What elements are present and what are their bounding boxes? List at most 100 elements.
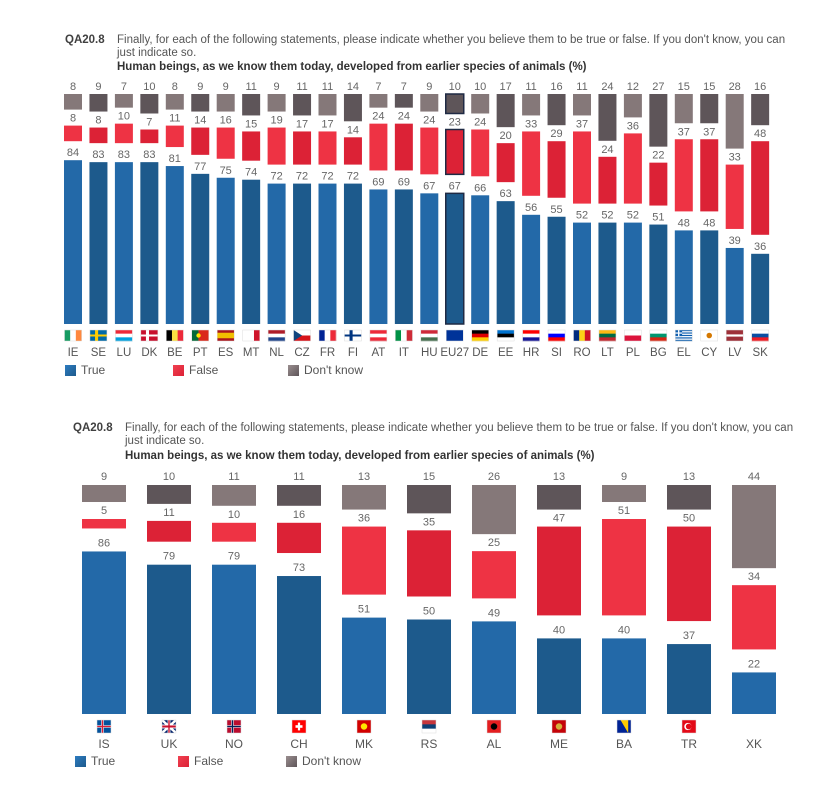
- data-label-false: 33: [729, 152, 741, 164]
- category-label: IT: [399, 347, 409, 359]
- data-label-dontknow: 8: [172, 81, 178, 93]
- bar-dontknow: [242, 94, 261, 116]
- data-label-dontknow: 11: [293, 471, 304, 483]
- bar-dontknow: [472, 485, 516, 535]
- data-label-dontknow: 8: [70, 81, 76, 93]
- data-label-true: 67: [449, 180, 461, 192]
- chart-title: Human beings, as we know them today, dev…: [125, 450, 595, 462]
- category-label: MK: [355, 737, 373, 751]
- bar-group-el: 48 37 15 EL: [674, 81, 693, 359]
- data-label-false: 29: [550, 128, 562, 140]
- bar-group-eu27: 67 23 10 EU27: [440, 81, 469, 359]
- bar-false: [496, 143, 515, 183]
- data-label-dontknow: 7: [121, 81, 127, 93]
- data-label-dontknow: 28: [729, 81, 741, 93]
- bar-true: [420, 193, 439, 324]
- bar-group-lt: 52 24 24 LT: [598, 81, 617, 359]
- bar-false: [537, 526, 581, 616]
- legend-true-swatch: [65, 364, 76, 376]
- bosnia-flag-icon: [616, 719, 632, 734]
- data-label-dontknow: 13: [683, 471, 695, 483]
- bar-true: [212, 564, 256, 714]
- bar-false: [64, 125, 82, 142]
- legend-true: True: [75, 754, 115, 768]
- category-label: SK: [752, 347, 768, 359]
- bar-dontknow: [537, 485, 581, 510]
- category-label: EU27: [440, 347, 469, 359]
- data-label-dontknow: 13: [358, 471, 370, 483]
- bar-false: [420, 127, 439, 175]
- bar-dontknow: [147, 485, 191, 504]
- data-label-false: 16: [293, 509, 305, 521]
- category-label: BE: [167, 347, 183, 359]
- bar-dontknow: [165, 94, 184, 110]
- legend-true-label: True: [81, 363, 106, 377]
- bar-dontknow: [547, 94, 566, 126]
- belgium-flag-icon: [166, 329, 184, 342]
- bar-group-me: 40 47 13 ME: [537, 471, 581, 751]
- data-label-true: 22: [748, 658, 760, 670]
- bar-true: [573, 222, 591, 324]
- bar-true: [751, 253, 770, 324]
- bar-false: [293, 131, 312, 165]
- category-label: HU: [421, 347, 438, 359]
- turkey-flag-icon: [681, 719, 697, 734]
- bar-false: [216, 127, 235, 159]
- data-label-false: 37: [576, 118, 588, 130]
- bar-true: [277, 576, 321, 714]
- data-label-true: 72: [270, 171, 282, 183]
- bar-false: [267, 127, 286, 165]
- bar-group-nl: 72 19 9 NL: [267, 81, 286, 359]
- denmark-flag-icon: [140, 329, 159, 342]
- data-label-false: 36: [627, 120, 639, 132]
- bar-true: [700, 230, 719, 324]
- bar-true: [82, 551, 126, 714]
- data-label-true: 74: [245, 167, 257, 179]
- bar-false: [89, 127, 108, 144]
- data-label-true: 51: [358, 604, 370, 616]
- bar-group-ch: 73 16 11 CH: [277, 471, 321, 751]
- bar-group-tr: 37 50 13 TR: [667, 471, 711, 751]
- data-label-dontknow: 16: [754, 81, 766, 93]
- bar-false: [667, 526, 711, 622]
- poland-flag-icon: [624, 329, 642, 342]
- ireland-flag-icon: [64, 329, 82, 342]
- category-label: PT: [193, 347, 208, 359]
- data-label-true: 83: [118, 149, 130, 161]
- data-label-false: 8: [95, 115, 101, 127]
- bar-true: [407, 619, 451, 714]
- bulgaria-flag-icon: [649, 329, 668, 342]
- data-label-true: 86: [98, 537, 110, 549]
- data-label-true: 72: [347, 171, 359, 183]
- bar-group-dk: 83 7 10 DK: [140, 81, 159, 359]
- category-label: FI: [348, 347, 358, 359]
- legend-false: False: [173, 363, 218, 377]
- data-label-false: 15: [245, 118, 257, 130]
- bar-false: [277, 522, 321, 554]
- data-label-dontknow: 10: [474, 81, 486, 93]
- bar-dontknow: [293, 94, 312, 116]
- category-label: LV: [728, 347, 742, 359]
- slovakia-flag-icon: [751, 329, 769, 342]
- bar-false: [445, 128, 465, 176]
- data-label-dontknow: 9: [101, 471, 107, 483]
- data-label-false: 35: [423, 516, 435, 528]
- data-label-false: 33: [525, 118, 537, 130]
- data-label-dontknow: 9: [197, 81, 203, 93]
- bar-dontknow: [725, 94, 744, 149]
- romania-flag-icon: [573, 329, 591, 342]
- bar-group-ee: 63 20 17 EE: [496, 81, 515, 359]
- data-label-false: 11: [163, 507, 174, 519]
- bar-dontknow: [732, 485, 776, 569]
- bar-true: [242, 179, 261, 324]
- legend-dontknow-label: Don't know: [304, 363, 363, 377]
- bar-true: [649, 224, 668, 324]
- hungary-flag-icon: [420, 329, 439, 342]
- spain-flag-icon: [216, 329, 235, 342]
- bar-dontknow: [82, 485, 126, 503]
- bar-group-lv: 39 33 28 LV: [725, 81, 744, 359]
- bar-true: [623, 222, 642, 324]
- data-label-true: 55: [550, 204, 562, 216]
- bar-false: [732, 585, 776, 650]
- bar-dontknow: [598, 94, 617, 141]
